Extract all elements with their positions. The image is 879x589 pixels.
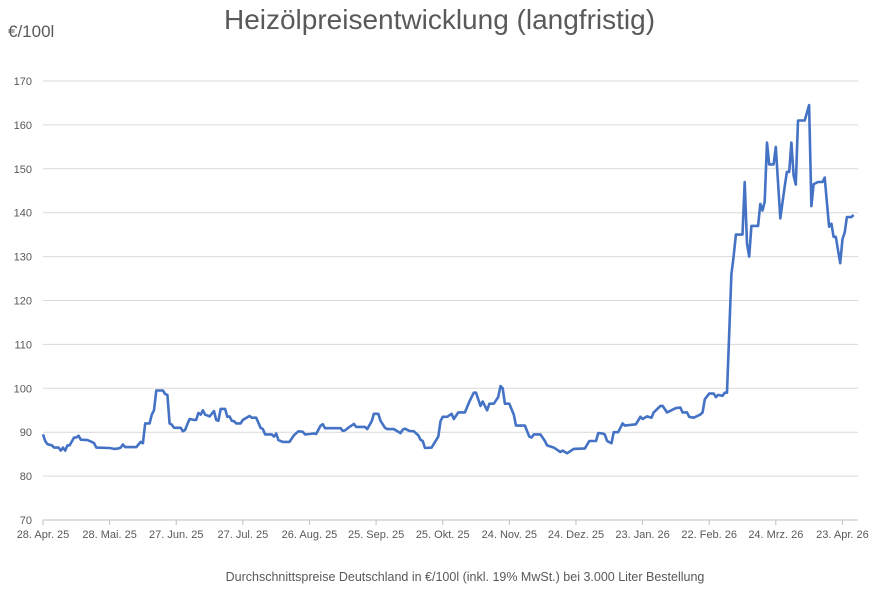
x-tick-label: 26. Aug. 25	[282, 529, 338, 541]
x-tick-label: 25. Sep. 25	[348, 529, 404, 541]
x-tick-label: 23. Apr. 26	[816, 529, 869, 541]
price-line	[41, 103, 855, 455]
x-tick-label: 27. Jun. 25	[149, 529, 203, 541]
x-tick-label: 28. Mai. 25	[82, 529, 136, 541]
x-tick-label: 27. Jul. 25	[217, 529, 268, 541]
x-tick-label: 25. Okt. 25	[416, 529, 470, 541]
x-tick-label: 28. Apr. 25	[17, 529, 70, 541]
x-tick-label: 24. Nov. 25	[482, 529, 537, 541]
y-tick-label: 130	[14, 252, 32, 264]
y-tick-label: 170	[14, 76, 32, 88]
y-tick-label: 150	[14, 164, 32, 176]
x-tick-label: 22. Feb. 26	[681, 529, 737, 541]
x-tick-label: 24. Dez. 25	[548, 529, 604, 541]
x-axis-label: Durchschnittspreise Deutschland in €/100…	[225, 570, 705, 584]
x-tick-label: 23. Jan. 26	[615, 529, 669, 541]
y-axis-label: €/100l	[8, 22, 55, 41]
y-tick-label: 100	[14, 383, 32, 395]
chart-title: Heizölpreisentwicklung (langfristig)	[223, 4, 656, 35]
y-tick-label: 70	[20, 515, 32, 527]
y-tick-label: 110	[14, 339, 32, 351]
y-tick-label: 160	[14, 120, 32, 132]
y-tick-label: 80	[20, 471, 32, 483]
y-tick-label: 140	[14, 208, 32, 220]
y-tick-label: 90	[20, 427, 32, 439]
y-tick-label: 120	[14, 296, 32, 308]
x-tick-label: 24. Mrz. 26	[748, 529, 803, 541]
